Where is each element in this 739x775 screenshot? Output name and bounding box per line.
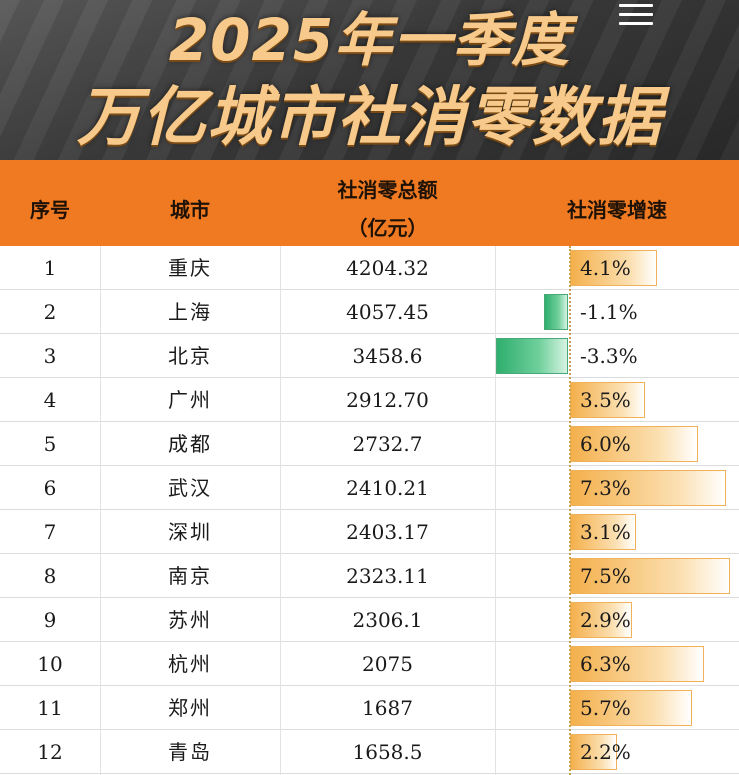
table-row: 4 广州 2912.70 3.5%: [0, 378, 739, 422]
column-divider: [100, 246, 101, 775]
cell-city: 苏州: [168, 608, 212, 632]
table-row: 9 苏州 2306.1 2.9%: [0, 598, 739, 642]
table-row: 6 武汉 2410.21 7.3%: [0, 466, 739, 510]
cell-growth-label: 7.5%: [580, 564, 631, 588]
header-city: 城市: [170, 198, 210, 222]
cell-total: 4204.32: [346, 256, 429, 280]
growth-bar-positive: [570, 558, 730, 594]
growth-bar-positive: [570, 426, 698, 462]
cell-rank: 9: [43, 608, 57, 632]
cell-growth-label: 3.5%: [580, 388, 631, 412]
table-header: 序号 城市 社消零总额 （亿元） 社消零增速: [0, 160, 739, 246]
cell-total: 2306.1: [352, 608, 423, 632]
title-line-1: 2025年一季度: [168, 6, 571, 74]
growth-bar-negative: [544, 294, 568, 330]
column-divider: [280, 246, 281, 775]
cell-rank: 5: [43, 432, 57, 456]
title-line-2: 万亿城市社消零数据: [77, 81, 662, 155]
cell-city: 深圳: [168, 520, 212, 544]
table-row: 1 重庆 4204.32 4.1%: [0, 246, 739, 290]
cell-growth-label: 3.1%: [580, 520, 631, 544]
cell-growth-label: 2.2%: [580, 740, 631, 764]
cell-total: 2075: [362, 652, 413, 676]
cell-city: 南京: [168, 564, 212, 588]
cell-total: 2912.70: [346, 388, 429, 412]
header-total-unit: （亿元）: [347, 216, 428, 240]
table-row: 12 青岛 1658.5 2.2%: [0, 730, 739, 774]
cell-growth-label: 4.1%: [580, 256, 631, 280]
title-banner: 2025年一季度 万亿城市社消零数据: [0, 0, 739, 160]
cell-total: 2403.17: [346, 520, 429, 544]
header-total: 社消零总额: [337, 178, 438, 202]
cell-rank: 12: [37, 740, 63, 764]
cell-rank: 7: [43, 520, 57, 544]
cell-growth-label: -3.3%: [580, 344, 638, 368]
cell-total: 4057.45: [346, 300, 429, 324]
cell-rank: 1: [43, 256, 57, 280]
cell-city: 上海: [168, 300, 212, 324]
cell-total: 3458.6: [352, 344, 423, 368]
growth-bar-positive: [570, 514, 636, 550]
cell-city: 北京: [168, 344, 212, 368]
cell-rank: 6: [43, 476, 57, 500]
cell-city: 重庆: [168, 256, 212, 280]
column-divider: [495, 246, 496, 775]
menu-icon[interactable]: [619, 4, 653, 26]
cell-rank: 11: [37, 696, 63, 720]
header-growth: 社消零增速: [567, 198, 667, 222]
cell-city: 成都: [168, 432, 212, 456]
growth-bar-negative: [496, 338, 568, 374]
growth-bar-positive: [570, 646, 704, 682]
table-row: 7 深圳 2403.17 3.1%: [0, 510, 739, 554]
cell-total: 2410.21: [346, 476, 429, 500]
table-row: 8 南京 2323.11 7.5%: [0, 554, 739, 598]
cell-growth-label: -1.1%: [580, 300, 638, 324]
table-row: 2 上海 4057.45 -1.1%: [0, 290, 739, 334]
growth-zero-axis: [569, 246, 571, 775]
cell-total: 2323.11: [346, 564, 429, 588]
table-row: 5 成都 2732.7 6.0%: [0, 422, 739, 466]
cell-city: 杭州: [168, 652, 212, 676]
cell-growth-label: 6.3%: [580, 652, 631, 676]
cell-city: 广州: [168, 388, 212, 412]
cell-rank: 3: [43, 344, 57, 368]
cell-city: 武汉: [168, 476, 212, 500]
cell-rank: 8: [43, 564, 57, 588]
cell-growth-label: 7.3%: [580, 476, 631, 500]
cell-rank: 10: [37, 652, 63, 676]
header-rank: 序号: [30, 198, 70, 222]
table-row: 10 杭州 2075 6.3%: [0, 642, 739, 686]
cell-total: 2732.7: [352, 432, 423, 456]
cell-growth-label: 2.9%: [580, 608, 631, 632]
banner-texture: [0, 0, 739, 160]
cell-rank: 4: [43, 388, 57, 412]
cell-city: 青岛: [168, 740, 212, 764]
table-row: 3 北京 3458.6 -3.3%: [0, 334, 739, 378]
cell-total: 1658.5: [352, 740, 423, 764]
cell-growth-label: 5.7%: [580, 696, 631, 720]
cell-growth-label: 6.0%: [580, 432, 631, 456]
cell-rank: 2: [43, 300, 57, 324]
cell-city: 郑州: [168, 696, 212, 720]
table-row: 11 郑州 1687 5.7%: [0, 686, 739, 730]
cell-total: 1687: [362, 696, 413, 720]
